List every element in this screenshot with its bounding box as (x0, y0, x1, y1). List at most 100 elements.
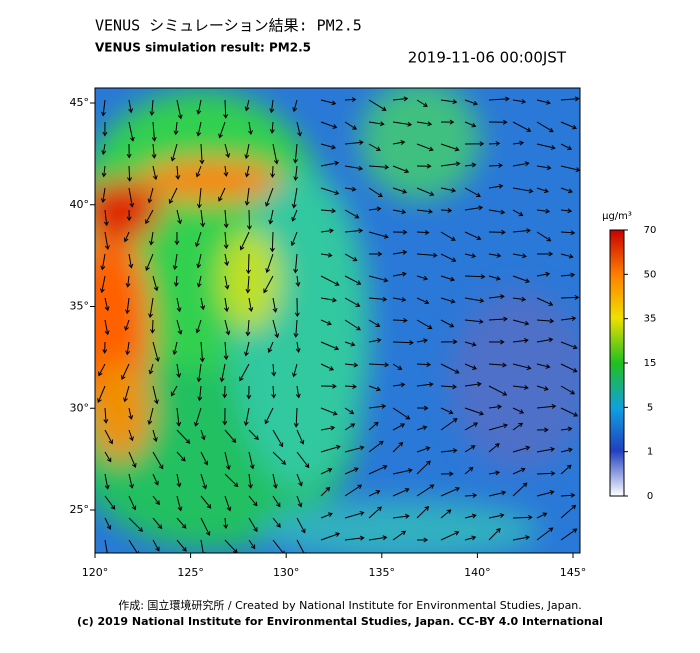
wind-arrow (152, 517, 163, 530)
lat-label: 45° (70, 96, 90, 109)
wind-arrow (128, 99, 134, 114)
wind-arrow (488, 470, 501, 476)
wind-arrow (488, 275, 501, 281)
wind-arrow (512, 384, 529, 390)
wind-arrow (512, 121, 532, 132)
wind-arrow (392, 441, 404, 453)
wind-arrow (176, 297, 182, 313)
wind-arrow (440, 161, 461, 167)
wind-arrow (440, 275, 456, 282)
wind-arrow (512, 209, 524, 217)
wind-arrow (152, 451, 164, 470)
wind-arrow (416, 460, 431, 475)
wind-arrow (104, 473, 110, 490)
wind-arrow (98, 363, 106, 377)
wind-arrow (416, 121, 433, 127)
wind-arrow (295, 385, 301, 399)
wind-arrow (320, 208, 337, 214)
wind-arrow (176, 451, 186, 462)
wind-arrow (149, 99, 155, 116)
wind-arrow (224, 275, 230, 290)
wind-arrow (536, 385, 549, 391)
wind-arrow (244, 99, 250, 112)
wind-arrow (488, 229, 506, 235)
title: VENUS シミュレーション結果: PM2.5 (95, 17, 362, 35)
wind-arrow (296, 517, 306, 534)
wind-arrow (101, 165, 107, 178)
wind-arrow (536, 99, 551, 105)
wind-arrow (560, 143, 573, 151)
wind-arrow (224, 143, 231, 159)
wind-arrow (104, 429, 113, 445)
wind-arrow (272, 319, 280, 339)
wind-arrow (320, 275, 340, 286)
wind-arrow (224, 429, 237, 444)
wind-arrow (368, 421, 379, 431)
wind-arrow (344, 319, 361, 331)
wind-arrow (103, 209, 109, 227)
wind-arrow (101, 143, 107, 156)
wind-arrow (224, 451, 231, 471)
wind-arrow (560, 426, 573, 432)
wind-arrow (194, 407, 202, 427)
wind-arrow (293, 143, 299, 164)
wind-arrow (440, 509, 452, 519)
wind-arrow (536, 121, 554, 133)
wind-arrow (344, 275, 362, 285)
wind-arrow (368, 164, 390, 170)
wind-arrow (392, 363, 403, 370)
wind-arrow (416, 381, 434, 387)
wind-arrow (488, 339, 505, 345)
wind-arrow (128, 429, 134, 442)
wind-arrow (464, 407, 485, 416)
wind-arrow (152, 385, 159, 405)
wind-arrow (344, 140, 364, 146)
wind-arrow (344, 209, 360, 219)
wind-arrow (464, 297, 485, 304)
wind-arrow (440, 99, 458, 105)
wind-arrow (392, 209, 407, 215)
map-frame (94, 87, 581, 554)
wind-arrow (152, 473, 159, 486)
wind-arrow (440, 119, 455, 125)
wind-arrow (368, 535, 388, 541)
wind-arrow (464, 99, 479, 106)
wind-arrow (512, 338, 529, 343)
wind-arrow (344, 253, 358, 262)
wind-arrow (344, 445, 365, 453)
wind-arrow (488, 183, 504, 189)
wind-arrow (512, 98, 527, 104)
wind-arrow (223, 341, 229, 361)
wind-arrow (536, 165, 552, 171)
wind-arrow (560, 447, 573, 453)
wind-arrow (195, 165, 202, 178)
wind-arrow (176, 429, 191, 444)
wind-arrow (104, 451, 112, 463)
wind-arrow (224, 253, 230, 267)
wind-arrow (248, 121, 253, 136)
wind-arrow (344, 484, 363, 497)
wind-arrow (392, 487, 410, 497)
wind-arrow (320, 383, 337, 389)
wind-arrow (269, 99, 275, 114)
wind-arrow (488, 490, 507, 497)
wind-arrow (218, 187, 226, 202)
wind-arrow (440, 319, 455, 328)
lat-label: 30° (70, 401, 90, 414)
wind-arrow (560, 504, 577, 519)
wind-arrow (128, 473, 134, 489)
wind-arrow (243, 407, 250, 427)
wind-arrow (272, 451, 287, 465)
wind-arrow (320, 252, 333, 258)
wind-arrow (560, 230, 576, 236)
wind-arrow (344, 165, 364, 171)
wind-arrow (296, 429, 305, 445)
wind-arrow (536, 251, 554, 257)
wind-arrow (125, 341, 131, 356)
wind-arrow (196, 253, 202, 269)
wind-arrow (246, 209, 252, 231)
wind-arrow (245, 319, 251, 337)
wind-arrow (296, 495, 303, 508)
wind-arrow (368, 143, 381, 151)
wind-arrow (536, 271, 551, 277)
